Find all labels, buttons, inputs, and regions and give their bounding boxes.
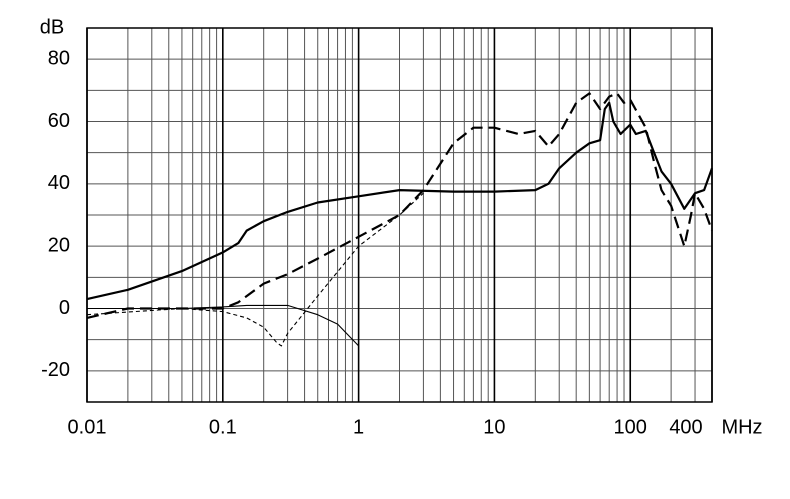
x-tick-label: 100 [614, 416, 647, 438]
series-line [86, 101, 714, 301]
x-axis-unit: MHz [721, 416, 762, 438]
x-tick-label: 1 [353, 416, 364, 438]
y-tick-label: -20 [41, 359, 70, 381]
y-tick-label: 80 [48, 47, 70, 69]
x-tick-label: 0.1 [209, 416, 237, 438]
series-line [86, 192, 424, 347]
y-tick-label: 60 [48, 110, 70, 132]
x-tick-label: 0.01 [68, 416, 107, 438]
series-line [87, 304, 359, 347]
series-line [86, 92, 714, 319]
y-axis-label: dB [40, 16, 64, 38]
y-tick-label: 40 [48, 172, 70, 194]
y-tick-label: 0 [59, 297, 70, 319]
plot-frame [86, 27, 713, 403]
y-tick-label: 20 [48, 234, 70, 256]
x-tick-label: 400 [669, 416, 702, 438]
x-tick-label: 10 [483, 416, 505, 438]
